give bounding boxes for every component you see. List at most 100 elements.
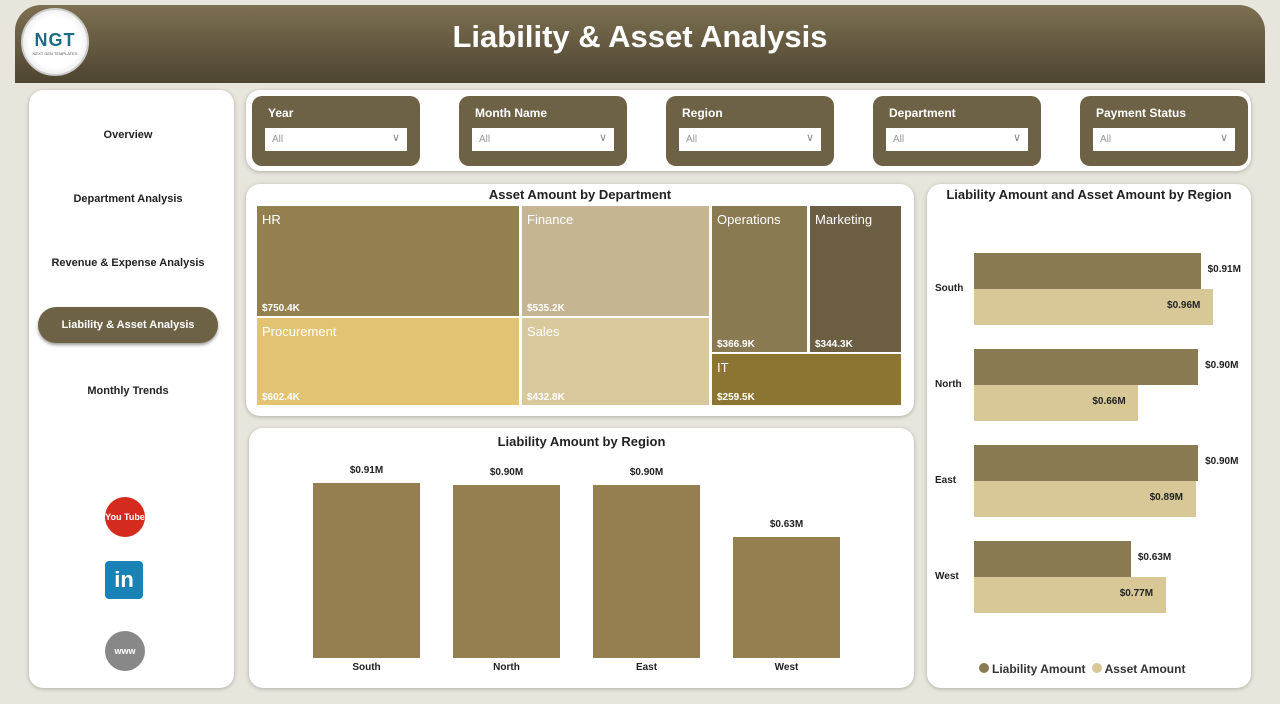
y-tick-label: West <box>935 571 959 582</box>
sidebar-item-department-analysis[interactable]: Department Analysis <box>73 193 183 205</box>
bar-value-label: $0.90M <box>1205 456 1239 467</box>
y-tick-label: North <box>935 379 962 390</box>
bar-south[interactable] <box>313 483 420 658</box>
filter-label: Month Name <box>475 106 547 120</box>
tile-name: Procurement <box>262 324 337 339</box>
x-tick-label: North <box>493 662 520 673</box>
sidebar-item-monthly-trends[interactable]: Monthly Trends <box>87 385 169 397</box>
filter-dropdown[interactable]: All ∨ <box>472 128 614 151</box>
chevron-down-icon: ∨ <box>391 132 400 144</box>
y-tick-label: East <box>935 475 957 486</box>
sidebar-item-revenue-expense-analysis[interactable]: Revenue & Expense Analysis <box>51 257 205 269</box>
filter-dropdown[interactable]: All ∨ <box>679 128 821 151</box>
filter-label: Payment Status <box>1096 106 1187 120</box>
treemap-tile-hr[interactable]: HR $750.4K <box>257 206 519 316</box>
sidebar-item-liability-asset-analysis[interactable]: Liability & Asset Analysis <box>38 307 218 343</box>
bar-value-label: $0.91M <box>1207 264 1241 275</box>
filter-label: Department <box>889 106 956 120</box>
filter-bar: Year All ∨ Month Name All ∨ Region All ∨ Departme… <box>246 90 1251 171</box>
x-tick-label: South <box>352 662 381 673</box>
tile-value: $750.4K <box>262 303 300 314</box>
youtube-icon[interactable]: You Tube <box>105 497 145 537</box>
x-tick-label: East <box>635 662 658 673</box>
tile-value: $535.2K <box>527 303 565 314</box>
sidebar: Overview Department Analysis Revenue & Exp… <box>29 90 234 688</box>
bar-value-label: $0.96M <box>1167 300 1201 311</box>
logo: NGT NEXT GEN TEMPLATES <box>21 8 89 76</box>
legend-label: Asset Amount <box>1104 662 1186 676</box>
treemap-tile-it[interactable]: IT $259.5K <box>712 354 901 405</box>
filter-region: Region All ∨ <box>666 96 834 166</box>
tile-value: $366.9K <box>717 339 755 350</box>
tile-name: Finance <box>527 212 574 227</box>
liability-asset-region-card: Liability Amount and Asset Amount by Reg… <box>927 184 1251 688</box>
bar-liability-north[interactable] <box>974 349 1199 385</box>
chevron-down-icon: ∨ <box>1219 132 1228 144</box>
bar-asset-north[interactable] <box>974 385 1139 421</box>
tile-name: Marketing <box>815 212 873 227</box>
legend-swatch <box>979 663 989 673</box>
sidebar-item-overview[interactable]: Overview <box>103 129 153 141</box>
bar-value-label: $0.90M <box>629 466 664 478</box>
bar-value-label: $0.89M <box>1149 492 1183 503</box>
x-tick-label: West <box>774 662 799 673</box>
bar-liability-east[interactable] <box>974 445 1199 481</box>
filter-dropdown[interactable]: All ∨ <box>1093 128 1235 151</box>
dropdown-value: All <box>686 134 698 145</box>
filter-dropdown[interactable]: All ∨ <box>886 128 1028 151</box>
treemap-tile-sales[interactable]: Sales $432.8K <box>522 318 709 405</box>
linkedin-icon[interactable]: in <box>105 561 143 599</box>
filter-label: Year <box>268 106 294 120</box>
tile-name: Sales <box>527 324 560 339</box>
tile-name: HR <box>262 212 281 227</box>
treemap-tile-operations[interactable]: Operations $366.9K <box>712 206 807 352</box>
bar-value-label: $0.91M <box>349 465 384 476</box>
filter-payment-status: Payment Status All ∨ <box>1080 96 1248 166</box>
chevron-down-icon: ∨ <box>598 132 607 144</box>
treemap-tile-finance[interactable]: Finance $535.2K <box>522 206 709 316</box>
dropdown-value: All <box>479 134 491 145</box>
liability-region-card: Liability Amount by Region $0.91M South $0… <box>249 428 914 688</box>
bar-value-label: $0.90M <box>489 466 524 478</box>
bar-asset-west[interactable] <box>974 577 1166 613</box>
dropdown-value: All <box>893 134 905 145</box>
globe-icon[interactable]: www <box>105 631 145 671</box>
chevron-down-icon: ∨ <box>805 132 814 144</box>
legend-swatch <box>1091 663 1102 673</box>
bar-east[interactable] <box>593 484 700 658</box>
dropdown-value: All <box>1100 134 1112 145</box>
bar-asset-south[interactable] <box>974 289 1214 325</box>
tile-value: $344.3K <box>815 339 853 350</box>
treemap-tile-procurement[interactable]: Procurement $602.4K <box>257 318 519 405</box>
filter-month-name: Month Name All ∨ <box>459 96 627 166</box>
treemap-tile-marketing[interactable]: Marketing $344.3K <box>810 206 901 352</box>
dropdown-value: All <box>272 134 284 145</box>
bar-value-label: $0.66M <box>1092 396 1126 407</box>
treemap-card: Asset Amount by Department HR $750.4K Fina… <box>246 184 914 416</box>
filter-department: Department All ∨ <box>873 96 1041 166</box>
tile-value: $602.4K <box>262 392 300 403</box>
header: Liability & Asset Analysis <box>15 5 1265 83</box>
tile-value: $259.5K <box>717 392 755 403</box>
bar-value-label: $0.77M <box>1119 588 1154 599</box>
bar-liability-south[interactable] <box>974 253 1201 289</box>
y-tick-label: South <box>935 283 964 294</box>
chart-title: Liability Amount by Region <box>497 434 666 449</box>
chart-title: Liability Amount and Asset Amount by Reg… <box>946 187 1232 202</box>
filter-label: Region <box>682 106 723 120</box>
filter-dropdown[interactable]: All ∨ <box>265 128 407 151</box>
legend-label: Liability Amount <box>992 662 1086 676</box>
tile-name: Operations <box>717 212 781 227</box>
bar-west[interactable] <box>733 536 840 658</box>
bar-north[interactable] <box>453 484 560 658</box>
bar-value-label: $0.90M <box>1205 360 1239 371</box>
legend: Liability Amount Asset Amount <box>979 662 1191 676</box>
bar-asset-east[interactable] <box>974 481 1196 517</box>
legend-item: Liability Amount <box>979 662 1086 676</box>
bar-value-label: $0.63M <box>769 518 804 530</box>
legend-item: Asset Amount <box>1091 662 1186 676</box>
bar-value-label: $0.63M <box>1137 552 1172 563</box>
bar-liability-west[interactable] <box>974 541 1131 577</box>
page-title: Liability & Asset Analysis <box>452 19 828 54</box>
tile-name: IT <box>717 360 729 375</box>
